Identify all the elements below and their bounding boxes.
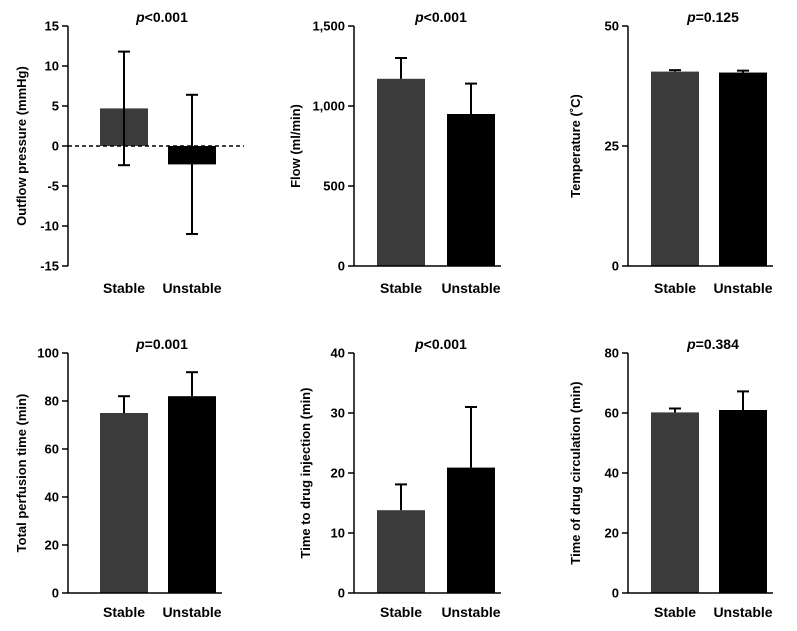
- p-symbol: p: [414, 9, 424, 25]
- p-value: <0.001: [145, 9, 188, 25]
- y-tick-label: 40: [331, 346, 345, 361]
- category-label-unstable: Unstable: [713, 604, 772, 620]
- category-label-stable: Stable: [380, 280, 422, 296]
- y-tick-label: 80: [45, 394, 59, 409]
- y-tick-label: 60: [605, 406, 619, 421]
- bar-unstable: [447, 467, 495, 593]
- category-label-stable: Stable: [654, 280, 696, 296]
- y-tick-label: 0: [52, 139, 59, 154]
- bar-stable: [377, 78, 425, 266]
- y-tick-label: 25: [605, 139, 619, 154]
- y-tick-label: 0: [338, 259, 345, 274]
- bar-unstable: [168, 396, 216, 593]
- y-tick-label: -5: [47, 179, 59, 194]
- p-symbol: p: [414, 336, 424, 352]
- y-axis-title: Time to drug injection (min): [298, 388, 313, 559]
- y-tick-label: 1,000: [312, 99, 345, 114]
- p-value: =0.384: [696, 336, 739, 352]
- category-label-stable: Stable: [103, 280, 145, 296]
- y-tick-label: 60: [45, 442, 59, 457]
- category-label-unstable: Unstable: [162, 280, 221, 296]
- p-value-label: p=0.001: [135, 336, 188, 352]
- chart-panel-2: Stable Unstable 0 500 1,000 1,500 p<0.001 Flow …: [288, 9, 501, 296]
- y-tick-label: 30: [331, 406, 345, 421]
- bar-unstable: [447, 114, 495, 266]
- y-axis-title: Temperature (˚C): [568, 94, 583, 198]
- y-tick-label: 80: [605, 346, 619, 361]
- bar-stable: [377, 510, 425, 593]
- bar-stable: [651, 412, 699, 593]
- y-tick-label: 1,500: [312, 19, 345, 34]
- p-value: =0.125: [696, 9, 739, 25]
- p-symbol: p: [686, 336, 696, 352]
- p-symbol: p: [686, 9, 696, 25]
- category-label-stable: Stable: [103, 604, 145, 620]
- p-value: <0.001: [424, 336, 467, 352]
- y-tick-label: 5: [52, 99, 59, 114]
- p-symbol: p: [135, 336, 145, 352]
- y-axis-title: Outflow pressure (mmHg): [14, 66, 29, 226]
- bar-unstable: [719, 72, 767, 266]
- chart-panel-3: Stable Unstable 0 25 50 p=0.125 Temperature (˚…: [568, 9, 773, 296]
- y-axis-title: Time of drug circulation (min): [568, 381, 583, 564]
- category-label-stable: Stable: [380, 604, 422, 620]
- p-value-label: p=0.384: [686, 336, 739, 352]
- chart-panel-5: Stable Unstable 0 10 20 30 40 p<0.001 Time to dr…: [298, 336, 501, 620]
- y-tick-label: 40: [45, 490, 59, 505]
- chart-panel-6: Stable Unstable 0 20 40 60 80 p=0.384 Time of dr…: [568, 336, 773, 620]
- y-axis-title: Total perfusion time (min): [14, 394, 29, 553]
- y-tick-label: 10: [45, 59, 59, 74]
- y-tick-label: -10: [40, 219, 59, 234]
- category-label-unstable: Unstable: [441, 604, 500, 620]
- p-value-label: p<0.001: [135, 9, 188, 25]
- y-tick-label: 100: [37, 346, 59, 361]
- y-tick-label: 15: [45, 19, 59, 34]
- y-tick-label: 10: [331, 526, 345, 541]
- y-tick-label: 20: [45, 538, 59, 553]
- category-label-unstable: Unstable: [162, 604, 221, 620]
- y-tick-label: 500: [323, 179, 345, 194]
- y-axis-title: Flow (ml/min): [288, 104, 303, 188]
- y-tick-label: 0: [52, 586, 59, 601]
- p-value-label: p<0.001: [414, 336, 467, 352]
- p-value: <0.001: [424, 9, 467, 25]
- y-tick-label: 40: [605, 466, 619, 481]
- y-tick-label: 0: [338, 586, 345, 601]
- bar-stable: [651, 71, 699, 266]
- chart-panel-4: Stable Unstable 0 20 40 60 80 100 p=0.001 Total p…: [14, 336, 222, 620]
- y-tick-label: 20: [605, 526, 619, 541]
- y-tick-label: 0: [612, 586, 619, 601]
- bar-stable: [100, 413, 148, 593]
- y-tick-label: 0: [612, 259, 619, 274]
- category-label-stable: Stable: [654, 604, 696, 620]
- bar-unstable: [719, 410, 767, 593]
- category-label-unstable: Unstable: [441, 280, 500, 296]
- y-tick-label: -15: [40, 259, 59, 274]
- y-tick-label: 20: [331, 466, 345, 481]
- p-value: =0.001: [145, 336, 188, 352]
- p-value-label: p=0.125: [686, 9, 739, 25]
- p-symbol: p: [135, 9, 145, 25]
- category-label-unstable: Unstable: [713, 280, 772, 296]
- p-value-label: p<0.001: [414, 9, 467, 25]
- chart-panel-1: Stable Unstable -15 -10 -5 0 5 10 15 p<0.001 Outfl…: [14, 9, 244, 296]
- y-tick-label: 50: [605, 19, 619, 34]
